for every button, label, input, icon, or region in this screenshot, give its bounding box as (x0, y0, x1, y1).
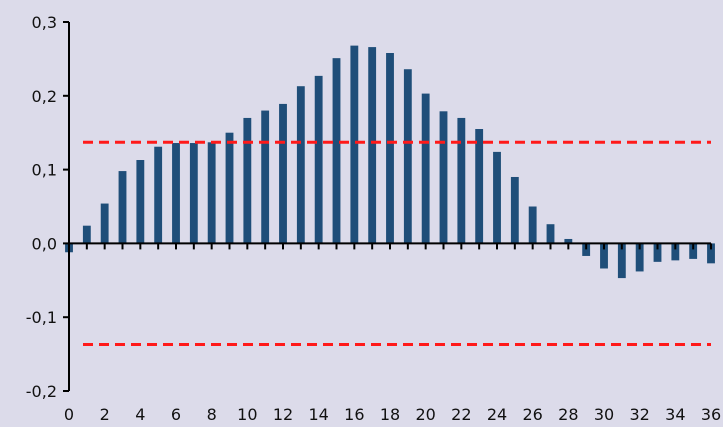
bar (225, 132, 234, 244)
bar (439, 111, 448, 244)
bars-layer (65, 45, 715, 279)
bar (279, 103, 287, 244)
bar (314, 75, 323, 244)
bar (510, 176, 519, 244)
x-tick-label: 4 (135, 405, 145, 424)
bar (296, 86, 305, 244)
bar (350, 45, 359, 244)
x-tick-label: 0 (64, 405, 74, 424)
axes-layer (63, 21, 712, 392)
bar (582, 243, 591, 256)
bar (421, 93, 430, 244)
x-tick-label: 18 (380, 405, 400, 424)
bar (671, 243, 680, 261)
x-tick-label: 28 (558, 405, 578, 424)
x-tick-label: 22 (451, 405, 471, 424)
x-tick-label: 20 (415, 405, 435, 424)
bar (136, 160, 145, 244)
bar (154, 146, 163, 244)
bar (82, 225, 91, 244)
bar (207, 142, 216, 244)
bar (546, 224, 555, 244)
bar (617, 243, 626, 279)
bar (707, 243, 715, 264)
y-tick-label: 0,0 (32, 234, 57, 253)
bar (100, 203, 109, 244)
bar (189, 143, 198, 244)
bar (493, 151, 501, 244)
reference-lines-layer (83, 140, 711, 347)
bar (403, 69, 412, 244)
x-tick-label: 32 (629, 405, 649, 424)
bar (528, 206, 537, 244)
bar (600, 243, 608, 269)
bar (261, 110, 270, 244)
x-tick-label: 10 (237, 405, 257, 424)
bar (118, 171, 127, 244)
y-tick-label: -0,1 (26, 308, 57, 327)
bar (457, 117, 466, 244)
bar (332, 58, 341, 244)
x-tick-label: 8 (207, 405, 217, 424)
x-tick-label: 14 (308, 405, 328, 424)
x-tick-label: 2 (100, 405, 110, 424)
labels-layer: -0,2-0,10,00,10,20,30 2 4 6 8 10 12 14 16 18 20 22 2… (26, 13, 721, 424)
bar (172, 143, 180, 244)
bar (243, 117, 252, 244)
bar (475, 129, 484, 244)
x-tick-label: 36 (701, 405, 721, 424)
x-tick-label: 30 (594, 405, 614, 424)
bar (386, 53, 394, 244)
x-tick-label: 6 (171, 405, 181, 424)
x-tick-label: 34 (665, 405, 685, 424)
bar (564, 238, 573, 244)
bar (653, 243, 662, 262)
x-tick-label: 26 (522, 405, 542, 424)
x-tick-label: 12 (273, 405, 293, 424)
y-tick-label: 0,3 (32, 13, 57, 32)
x-tick-label: 24 (487, 405, 507, 424)
y-tick-label: 0,1 (32, 161, 57, 180)
bar (368, 47, 377, 244)
bar (689, 243, 698, 259)
bar (635, 243, 644, 272)
y-tick-label: 0,2 (32, 87, 57, 106)
x-tick-label: 16 (344, 405, 364, 424)
y-tick-label: -0,2 (26, 382, 57, 401)
